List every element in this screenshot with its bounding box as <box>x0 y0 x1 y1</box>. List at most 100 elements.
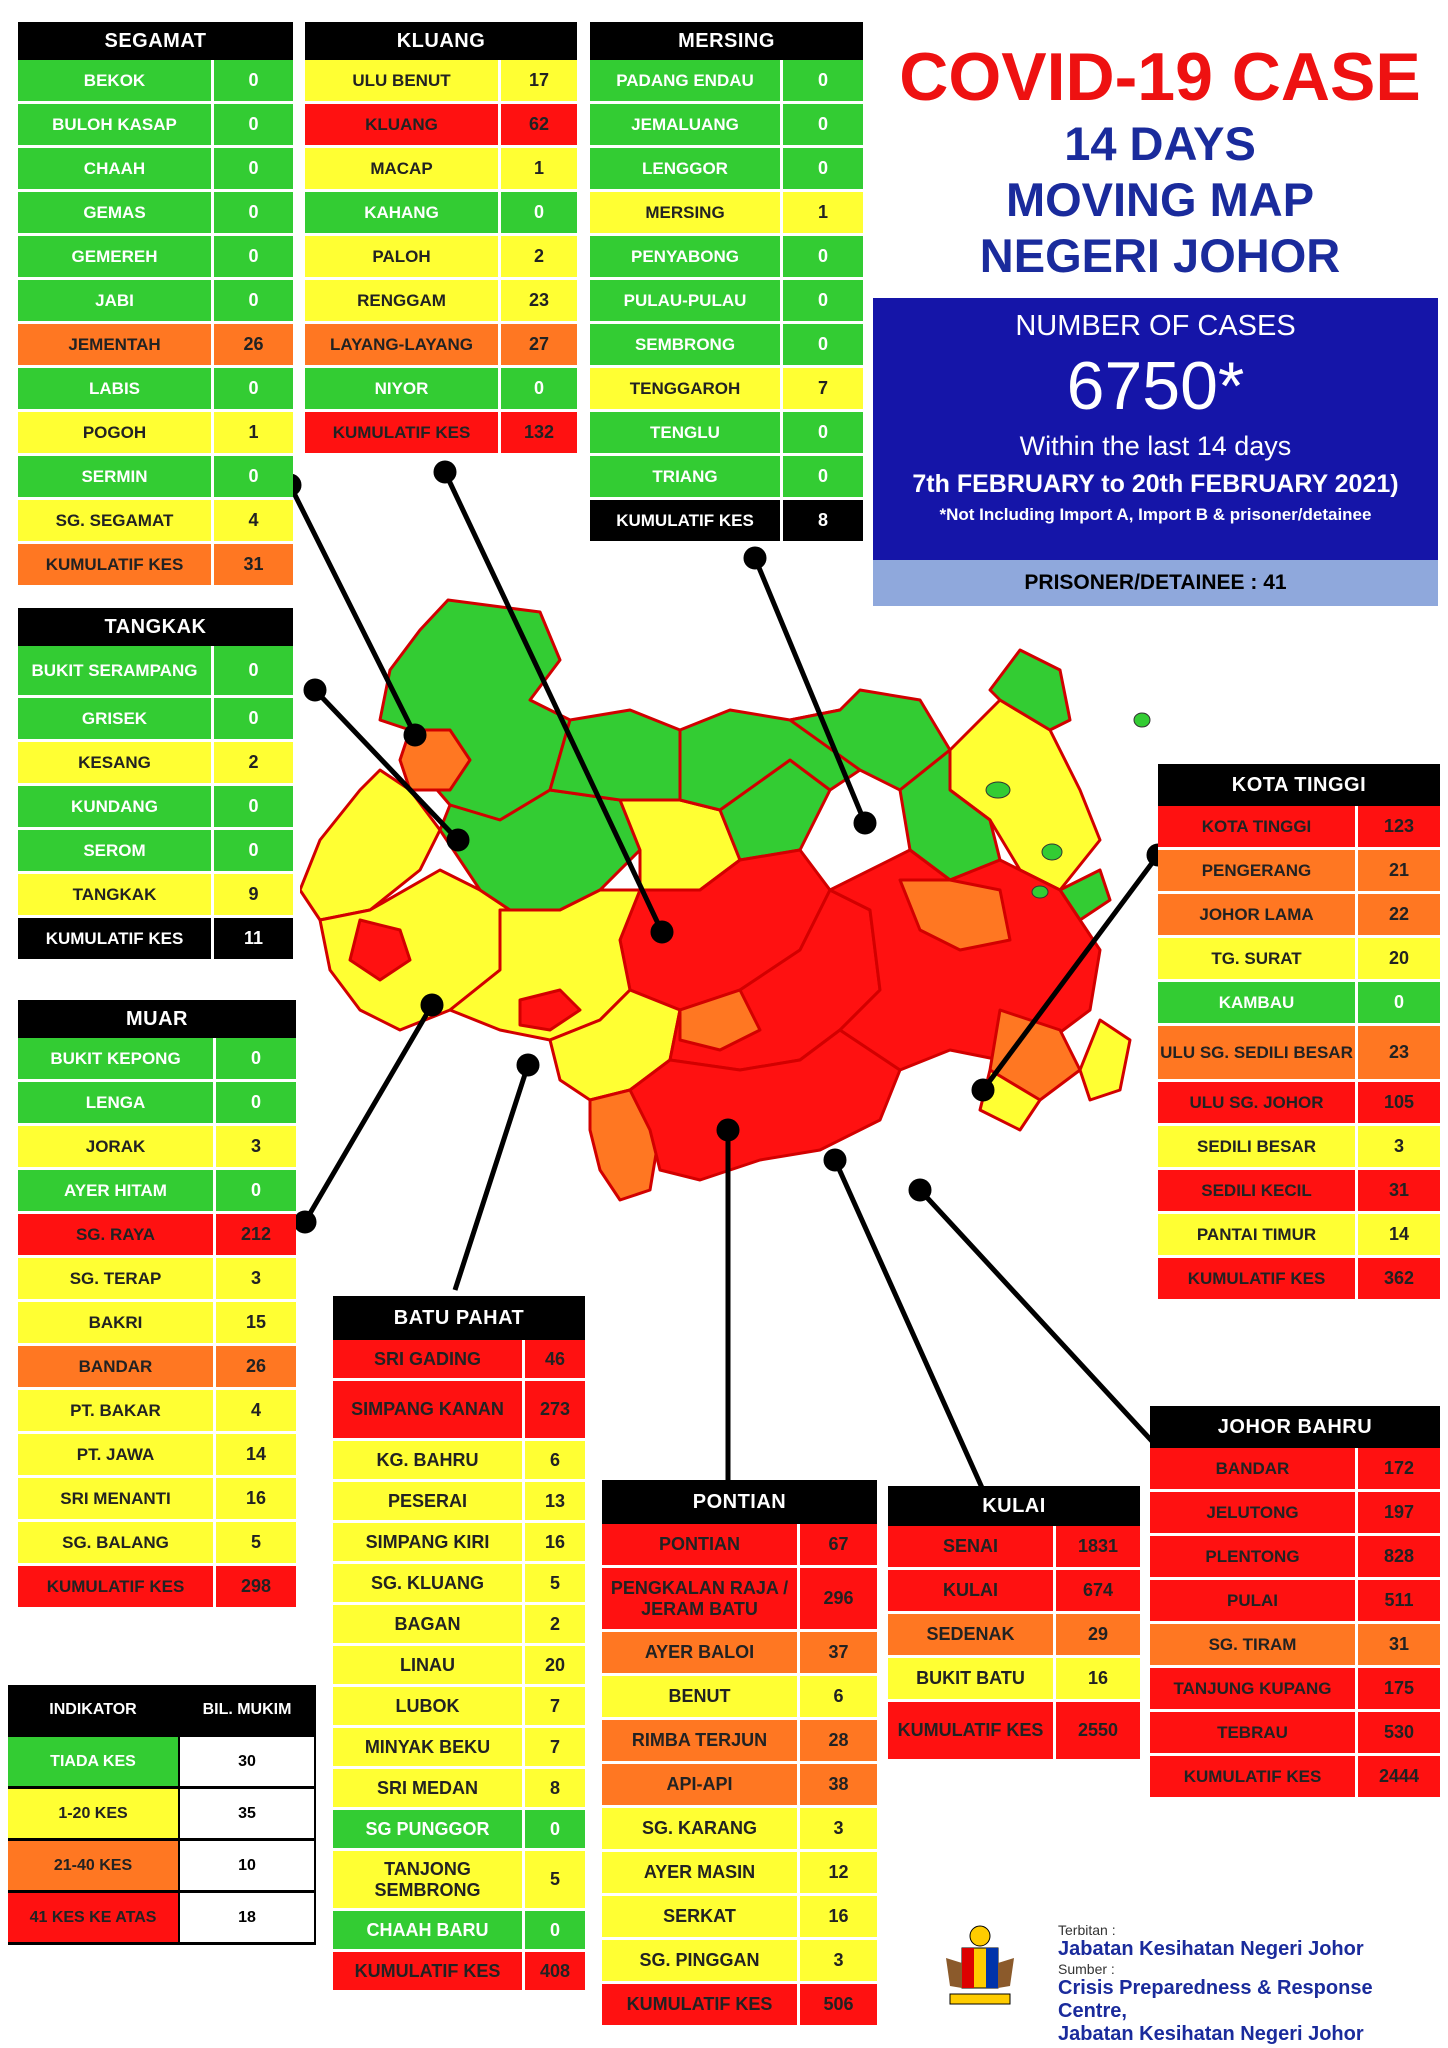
mukim-case-count: 298 <box>240 1576 272 1597</box>
mukim-row: SG. RAYA 212 <box>18 1214 296 1258</box>
mukim-name: KUMULATIF KES <box>1150 1756 1358 1797</box>
mukim-case-count: 67 <box>828 1534 849 1555</box>
mukim-case-count: 26 <box>245 1356 267 1377</box>
mukim-row: SG PUNGGOR 0 <box>333 1810 585 1851</box>
district-header: KOTA TINGGI <box>1158 764 1440 806</box>
mukim-case-count: 0 <box>817 246 828 267</box>
mukim-name: KESANG <box>18 742 214 783</box>
mukim-row: PENGKALAN RAJA / JERAM BATU 296 <box>602 1568 877 1632</box>
island-pulau-tinggi <box>1041 843 1063 861</box>
mukim-case-count: 273 <box>539 1399 571 1420</box>
mukim-case-count: 2550 <box>1077 1720 1119 1741</box>
mukim-name: ULU BENUT <box>305 60 501 101</box>
mukim-name: RIMBA TERJUN <box>602 1720 800 1761</box>
mukim-case-count: 3 <box>250 1268 261 1289</box>
mukim-case-count: 14 <box>245 1444 267 1465</box>
mukim-case-count: 27 <box>528 334 550 355</box>
mukim-case-count: 511 <box>1384 1590 1414 1611</box>
mukim-case-count: 197 <box>1383 1502 1415 1523</box>
mukim-case-count: 5 <box>549 1869 560 1890</box>
mukim-case-count: 16 <box>828 1906 849 1927</box>
mukim-name: PT. BAKAR <box>18 1390 216 1431</box>
mukim-case-count: 296 <box>823 1588 854 1609</box>
district-header: BATU PAHAT <box>333 1296 585 1340</box>
legend-label-yellow: 1-20 KES <box>8 1789 180 1838</box>
mukim-case-count: 14 <box>1388 1224 1410 1245</box>
mukim-case-count: 29 <box>1087 1624 1109 1645</box>
district-table-segamat: SEGAMAT BEKOK 0 BULOH KASAP 0 CHAAH 0 GEMAS 0 GEM… <box>18 22 293 588</box>
mukim-name: PT. JAWA <box>18 1434 216 1475</box>
mukim-name: SIMPANG KIRI <box>333 1523 525 1561</box>
mukim-row: KUMULATIF KES 2444 <box>1150 1756 1440 1800</box>
legend-label-red: 41 KES KE ATAS <box>8 1893 180 1942</box>
mukim-name: SENAI <box>888 1526 1056 1567</box>
district-header: SEGAMAT <box>18 22 293 60</box>
mukim-row: KAMBAU 0 <box>1158 982 1440 1026</box>
mukim-row: PONTIAN 67 <box>602 1524 877 1568</box>
map-region-simpang-kanan <box>518 988 582 1032</box>
mukim-case-count: 15 <box>245 1312 267 1333</box>
mukim-row: TANJUNG KUPANG 175 <box>1150 1668 1440 1712</box>
mukim-case-count: 1 <box>533 158 544 179</box>
mukim-name: BAGAN <box>333 1605 525 1643</box>
mukim-case-count: 0 <box>250 1092 261 1113</box>
mukim-case-count: 3 <box>833 1818 844 1839</box>
district-header: KULAI <box>888 1486 1140 1526</box>
mukim-row: PENYABONG 0 <box>590 236 863 280</box>
mukim-case-count: 362 <box>1383 1268 1415 1289</box>
mukim-row: SEROM 0 <box>18 830 293 874</box>
mukim-name: GEMEREH <box>18 236 214 277</box>
mukim-name: TANGKAK <box>18 874 214 915</box>
mukim-row: TRIANG 0 <box>590 456 863 500</box>
mukim-row: KOTA TINGGI 123 <box>1158 806 1440 850</box>
mukim-row: LINAU 20 <box>333 1646 585 1687</box>
mukim-row: ULU BENUT 17 <box>305 60 577 104</box>
prisoner-count: PRISONER/DETAINEE : 41 <box>873 560 1438 606</box>
mukim-name: RENGGAM <box>305 280 501 321</box>
district-header: KLUANG <box>305 22 577 60</box>
mukim-name: KUMULATIF KES <box>18 1566 216 1607</box>
mukim-name: JEMALUANG <box>590 104 783 145</box>
legend-count-red: 18 <box>180 1893 316 1942</box>
mukim-name: BANDAR <box>18 1346 216 1387</box>
mukim-case-count: 105 <box>1383 1092 1415 1113</box>
mukim-row: JEMENTAH 26 <box>18 324 293 368</box>
district-table-muar: MUAR BUKIT KEPONG 0 LENGA 0 JORAK 3 AYER HITAM 0… <box>18 1000 296 1610</box>
map-region-jemaluang <box>988 648 1072 732</box>
map-region-sg-raya <box>348 918 412 982</box>
mukim-row: LABIS 0 <box>18 368 293 412</box>
mukim-case-count: 0 <box>248 466 259 487</box>
mukim-row: TANJONG SEMBRONG 5 <box>333 1851 585 1911</box>
mukim-row: BUKIT KEPONG 0 <box>18 1038 296 1082</box>
mukim-case-count: 9 <box>248 884 259 905</box>
mukim-case-count: 31 <box>243 554 264 575</box>
mukim-row: API-API 38 <box>602 1764 877 1808</box>
mukim-row: PT. BAKAR 4 <box>18 1390 296 1434</box>
mukim-case-count: 0 <box>248 378 259 399</box>
mukim-case-count: 2444 <box>1378 1766 1420 1787</box>
mukim-case-count: 23 <box>528 290 550 311</box>
mukim-row: PENGERANG 21 <box>1158 850 1440 894</box>
mukim-case-count: 20 <box>544 1654 566 1675</box>
mukim-case-count: 0 <box>533 202 544 223</box>
mukim-row: SIMPANG KANAN 273 <box>333 1381 585 1441</box>
mukim-name: NIYOR <box>305 368 501 409</box>
district-header: MERSING <box>590 22 863 60</box>
mukim-case-count: 31 <box>1388 1634 1410 1655</box>
mukim-name: KG. BAHRU <box>333 1441 525 1479</box>
mukim-name: KUMULATIF KES <box>333 1952 525 1990</box>
mukim-case-count: 212 <box>240 1224 272 1245</box>
header-title: COVID-19 CASE 14 DAYS MOVING MAP NEGERI … <box>880 38 1440 284</box>
mukim-case-count: 2 <box>549 1613 560 1634</box>
district-table-kota-tinggi: KOTA TINGGI KOTA TINGGI 123 PENGERANG 21 JOHO… <box>1158 764 1440 1302</box>
mukim-name: TANJONG SEMBRONG <box>333 1851 525 1908</box>
mukim-row: SRI MENANTI 16 <box>18 1478 296 1522</box>
mukim-row: BUKIT BATU 16 <box>888 1658 1140 1702</box>
mukim-row: PULAI 511 <box>1150 1580 1440 1624</box>
mukim-case-count: 13 <box>544 1490 566 1511</box>
mukim-name: JELUTONG <box>1150 1492 1358 1533</box>
mukim-row: SEMBRONG 0 <box>590 324 863 368</box>
district-table-kluang: KLUANG ULU BENUT 17 KLUANG 62 MACAP 1 KAHANG 0 PA… <box>305 22 577 456</box>
mukim-case-count: 2 <box>533 246 544 267</box>
mukim-name: TRIANG <box>590 456 783 497</box>
